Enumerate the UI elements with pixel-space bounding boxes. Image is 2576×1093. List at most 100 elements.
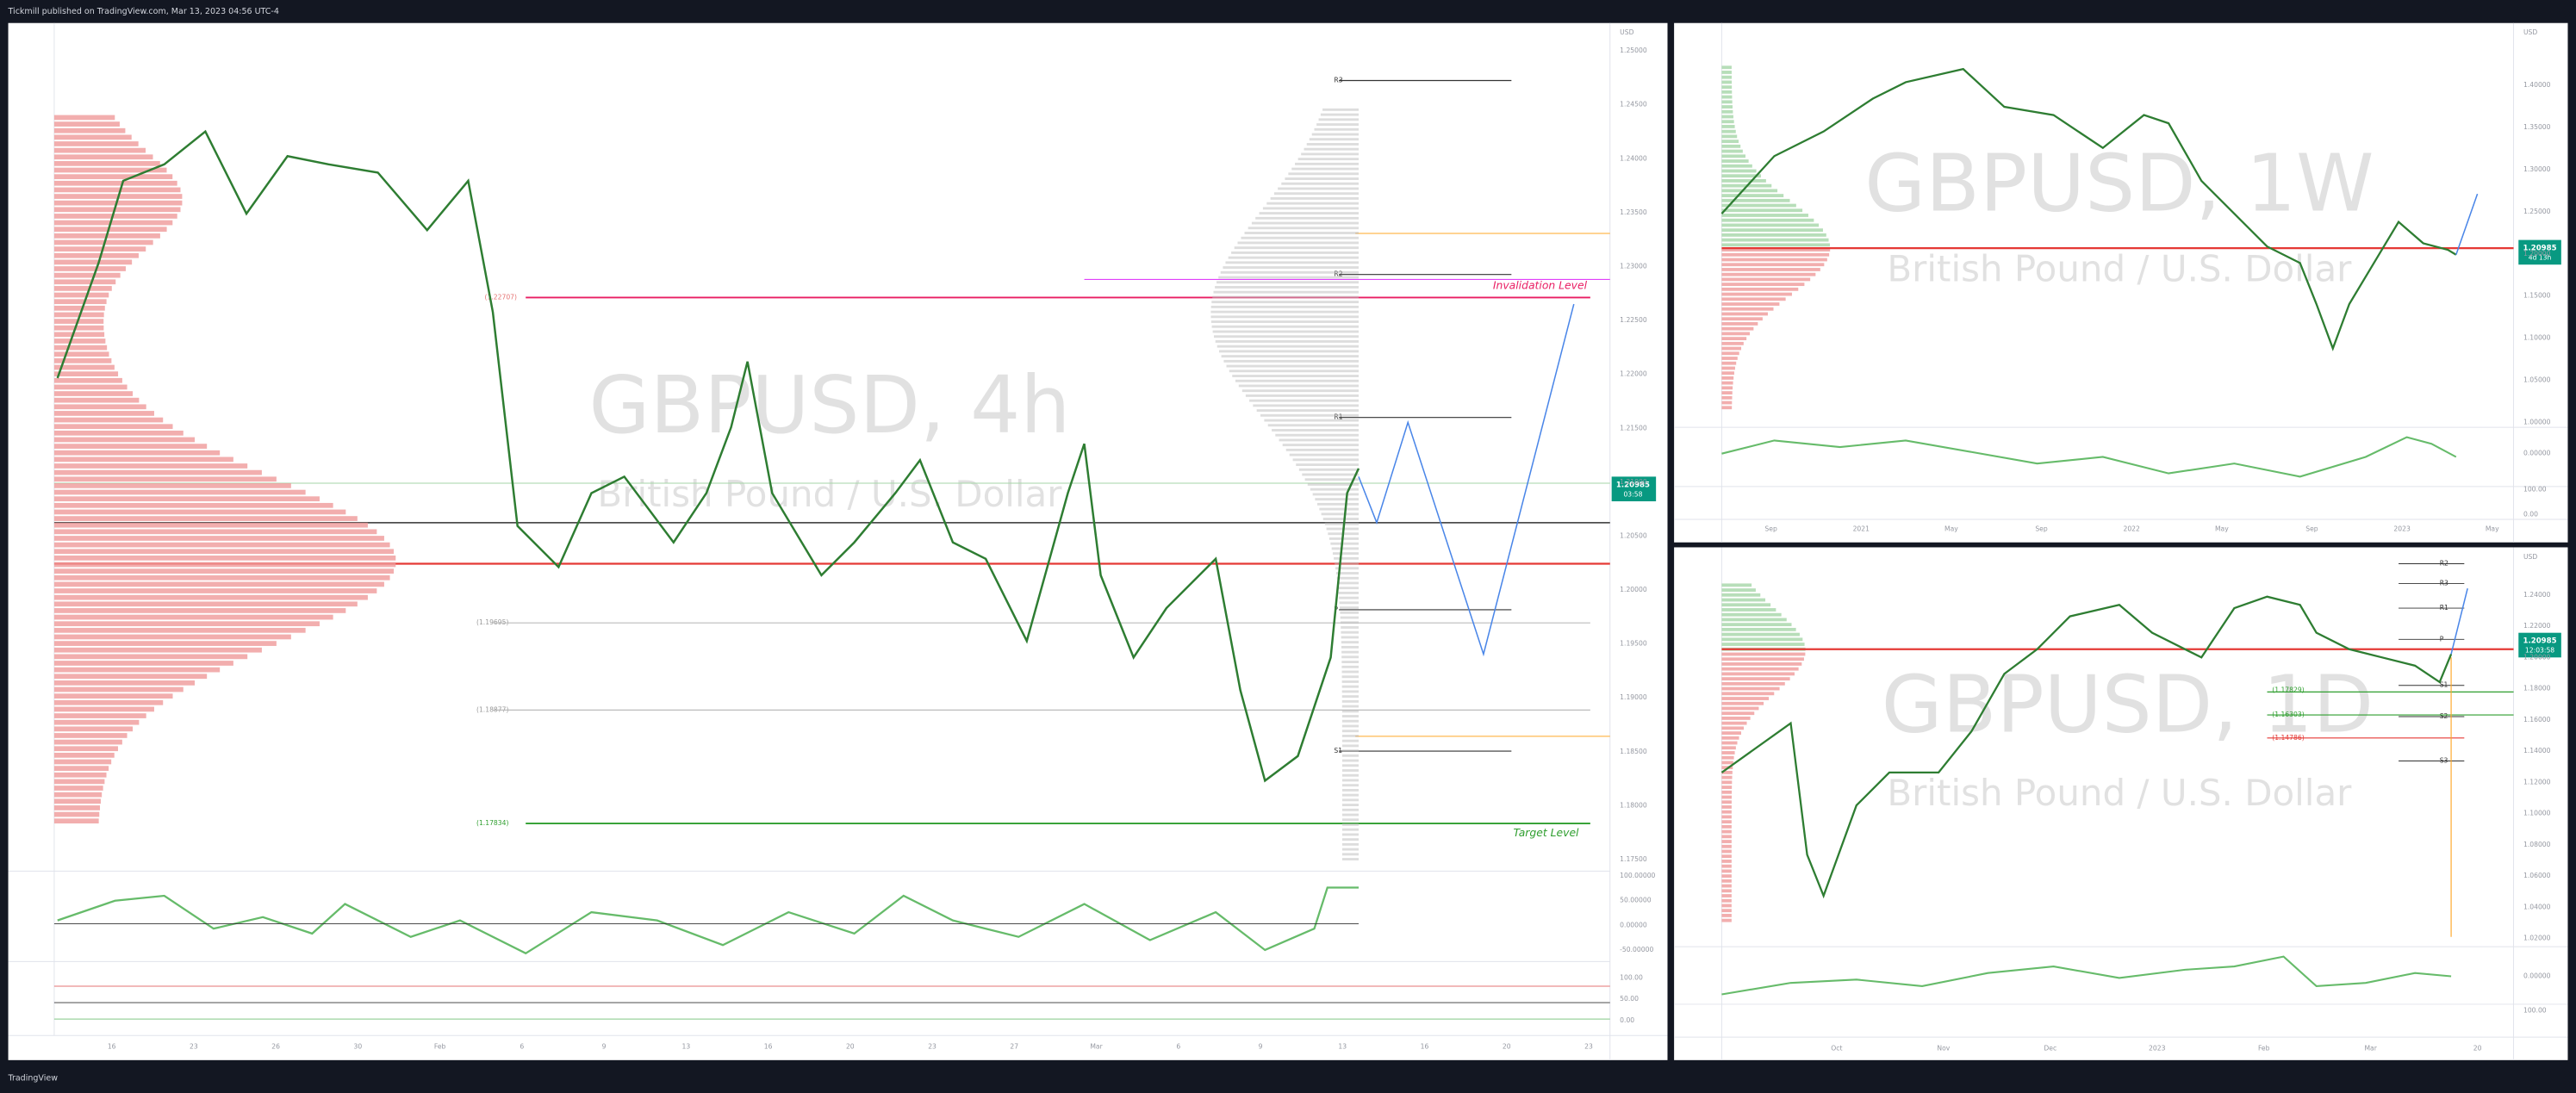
volume-bar: [1721, 898, 1732, 903]
volume-bar: [1721, 701, 1764, 705]
volume-bar: [53, 437, 196, 443]
volume-bar: [1721, 840, 1732, 843]
y-axis-label: 0.00: [1620, 1016, 1634, 1024]
volume-bar: [1721, 632, 1800, 637]
volume-bar: [53, 292, 109, 298]
volume-bar: [1255, 216, 1359, 220]
volume-bar: [53, 502, 333, 508]
volume-bar: [1341, 838, 1359, 841]
volume-bar: [53, 555, 396, 561]
volume-bar: [1721, 805, 1732, 809]
x-axis-label: 16: [764, 1043, 773, 1051]
volume-bar: [1275, 433, 1359, 437]
x-axis-label: Feb: [434, 1043, 446, 1051]
volume-bar: [53, 542, 390, 548]
volume-bar: [1292, 458, 1359, 462]
volume-bar: [1341, 724, 1359, 728]
volume-bar: [53, 496, 320, 502]
volume-bar: [1279, 438, 1359, 442]
y-axis-label: 1.05000: [2523, 376, 2551, 384]
watermark-symbol: GBPUSD, 1D: [1882, 658, 2374, 750]
volume-bar: [1216, 281, 1359, 284]
volume-bar: [1341, 655, 1359, 659]
volume-bar: [1721, 80, 1733, 84]
volume-bar: [53, 516, 358, 521]
volume-bar: [1253, 404, 1359, 407]
volume-bar: [1721, 109, 1733, 114]
volume-bar: [53, 594, 368, 600]
volume-bar: [1721, 864, 1732, 868]
volume-bar: [1721, 711, 1755, 716]
y-axis-label: 100.00: [2523, 486, 2547, 494]
volume-bar: [1288, 172, 1359, 176]
volume-bar: [1341, 823, 1359, 826]
y-axis-label: 1.17500: [1620, 855, 1647, 863]
volume-bar: [1332, 552, 1359, 556]
volume-bar: [1721, 381, 1733, 385]
pivot-label: R1: [1334, 413, 1342, 421]
volume-bar: [1340, 611, 1359, 614]
volume-bar: [1721, 75, 1732, 79]
volume-bar: [1219, 350, 1359, 353]
volume-bar: [1721, 272, 1816, 276]
volume-bar: [1341, 719, 1359, 723]
volume-bar: [1721, 159, 1749, 163]
y-axis-label: 1.12000: [2523, 778, 2551, 786]
volume-bar: [53, 752, 115, 758]
volume-bar: [1721, 686, 1780, 691]
volume-bar: [1721, 623, 1792, 627]
volume-bar: [1238, 384, 1359, 388]
volume-bar: [1721, 637, 1803, 642]
volume-bar: [1341, 695, 1359, 699]
volume-bar: [1212, 295, 1359, 299]
volume-bar: [1341, 626, 1359, 629]
volume-bar: [1322, 108, 1359, 111]
volume-bar: [1721, 692, 1775, 696]
volume-bar: [53, 134, 132, 140]
y-axis-label: 1.20000: [1620, 586, 1647, 593]
level-label: (1.19695): [476, 618, 508, 626]
projection-path: [2450, 587, 2468, 655]
volume-bar: [1339, 596, 1359, 599]
volume-bar: [1307, 483, 1359, 486]
countdown-label: 4d 13h: [2529, 254, 2552, 262]
volume-bar: [1721, 361, 1737, 365]
volume-bar: [1721, 884, 1732, 888]
y-axis-label: 1.18000: [2523, 685, 2551, 692]
volume-bar: [1341, 680, 1359, 683]
volume-bar: [1721, 879, 1732, 883]
volume-bar: [1721, 588, 1756, 592]
volume-bar: [1322, 518, 1359, 520]
volume-bar: [1223, 266, 1359, 270]
volume-bar: [53, 627, 306, 633]
volume-bar: [53, 115, 115, 121]
y-axis-label: -50.00000: [1620, 946, 1653, 953]
volume-bar: [1721, 652, 1806, 656]
volume-bar: [53, 345, 108, 351]
volume-bar: [53, 444, 208, 449]
volume-bar: [1721, 751, 1735, 755]
volume-bar: [1721, 909, 1732, 913]
volume-bar: [53, 351, 109, 357]
level-label: (1.17829): [2272, 686, 2304, 693]
volume-bar: [53, 214, 177, 219]
volume-bar: [1721, 105, 1733, 109]
volume-bar: [53, 699, 164, 705]
volume-bar: [1721, 341, 1744, 345]
watermark-description: British Pound / U.S. Dollar: [1887, 247, 2352, 289]
volume-bar: [1721, 238, 1829, 242]
x-axis-label: 2021: [1853, 525, 1870, 532]
volume-bar: [1721, 386, 1733, 390]
y-axis-label: 1.24000: [1620, 154, 1647, 162]
volume-bar: [1341, 818, 1359, 822]
volume-bar: [1341, 759, 1359, 762]
volume-bar: [1341, 769, 1359, 772]
y-axis-label: 1.02000: [2523, 935, 2551, 942]
currency-label: USD: [2523, 553, 2537, 561]
main-panel: [8, 22, 1668, 1060]
volume-bar: [1721, 618, 1787, 622]
volume-bar: [53, 404, 146, 410]
countdown-label: 12:03:58: [2525, 647, 2554, 655]
y-axis-label: 0.00: [2523, 510, 2538, 518]
volume-bar: [53, 384, 128, 390]
